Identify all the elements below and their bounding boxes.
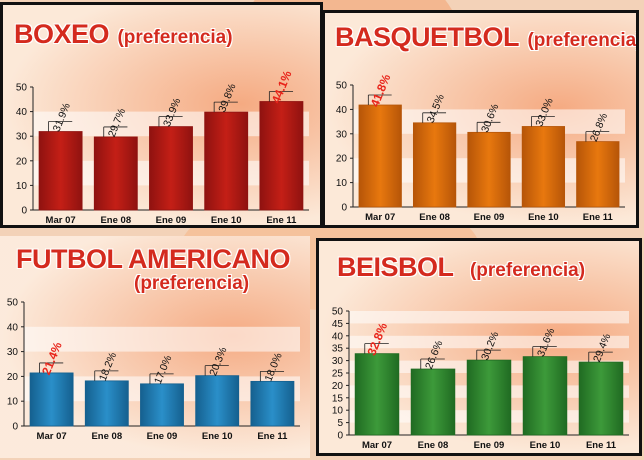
futbol-title-row: FUTBOL AMERICANO (preferencia): [16, 244, 290, 295]
y-tick-label: 0: [337, 431, 343, 442]
x-tick-label: Mar 07: [46, 215, 76, 226]
bar-ene-08: [412, 122, 457, 208]
bar-mar-07: [354, 353, 400, 436]
bar-ene-10: [521, 126, 566, 208]
y-tick-label: 10: [7, 397, 19, 408]
bar-ene-10: [522, 356, 568, 436]
y-tick-label: 0: [12, 422, 18, 433]
chart-title: BOXEO: [14, 19, 110, 49]
bar-ene-08: [410, 368, 456, 436]
bar-mar-07: [358, 104, 402, 208]
x-tick-label: Ene 08: [91, 431, 122, 442]
y-tick-label: 0: [21, 206, 27, 217]
bar-mar-07: [29, 372, 74, 427]
chart-title: BASQUETBOL: [335, 22, 520, 52]
chart-title: BEISBOL: [337, 252, 454, 282]
data-label: 39.8%: [216, 82, 238, 114]
y-tick-label: 50: [7, 298, 19, 309]
bar-ene-11: [578, 361, 624, 436]
basquetbol-panel: BASQUETBOL (preferencia) 0 10 20 30 40 50 41.8…: [322, 10, 639, 228]
chart-subtitle: (preferencia): [117, 27, 233, 48]
beisbol-panel: BEISBOL (preferencia) 0 5 10 15 20 25 30 35 40 45…: [316, 238, 642, 456]
y-tick-label: 40: [336, 105, 348, 116]
y-tick-label: 5: [337, 418, 343, 429]
x-tick-label: Ene 09: [474, 212, 505, 223]
chart-subtitle: (preferencia): [527, 30, 639, 51]
beisbol-title-row: BEISBOL (preferencia): [337, 252, 585, 283]
y-tick-label: 0: [341, 203, 347, 214]
y-tick-label: 20: [332, 381, 344, 392]
chart-subtitle: (preferencia): [469, 260, 586, 281]
bar-ene-11: [250, 380, 295, 427]
y-tick-label: 10: [16, 181, 28, 192]
y-tick-label: 30: [7, 347, 19, 358]
y-tick-label: 40: [16, 107, 28, 118]
y-tick-label: 30: [16, 132, 28, 143]
y-tick-label: 10: [332, 406, 344, 417]
bar-ene-09: [466, 359, 512, 436]
bar-ene-09: [467, 131, 511, 208]
bar-ene-09: [140, 383, 184, 427]
y-tick-label: 30: [332, 356, 344, 367]
boxeo-title-row: BOXEO (preferencia): [14, 19, 233, 50]
y-tick-label: 20: [7, 372, 19, 383]
x-tick-label: Ene 10: [530, 440, 561, 451]
x-tick-label: Ene 08: [100, 215, 131, 226]
y-tick-label: 50: [16, 83, 28, 94]
y-tick-label: 40: [7, 322, 19, 333]
bar-ene-10: [204, 111, 249, 211]
grid-band: [349, 335, 629, 349]
y-tick-label: 50: [336, 81, 348, 92]
bar-mar-07: [38, 131, 83, 211]
y-tick-label: 25: [332, 369, 344, 380]
y-tick-label: 15: [332, 393, 344, 404]
x-tick-label: Ene 09: [147, 431, 178, 442]
basquetbol-title-row: BASQUETBOL (preferencia): [335, 22, 639, 53]
y-tick-label: 45: [332, 319, 344, 330]
x-tick-label: Ene 11: [257, 431, 288, 442]
x-tick-label: Ene 09: [156, 215, 187, 226]
bar-ene-08: [84, 380, 129, 427]
bar-ene-09: [149, 126, 193, 211]
bar-ene-11: [576, 141, 620, 208]
grid-band: [349, 311, 629, 324]
bar-ene-08: [93, 136, 138, 211]
y-tick-label: 20: [336, 154, 348, 165]
x-tick-label: Ene 09: [474, 440, 505, 451]
x-tick-label: Ene 11: [583, 212, 614, 223]
x-tick-label: Ene 10: [202, 431, 233, 442]
x-tick-label: Ene 11: [586, 440, 617, 451]
x-tick-label: Ene 08: [419, 212, 450, 223]
grid-band: [24, 326, 300, 352]
boxeo-panel: BOXEO (preferencia) 0 10 20 30 40 50 31.9% Mar …: [0, 2, 323, 228]
y-tick-label: 50: [332, 307, 344, 318]
bar-ene-11: [259, 101, 304, 211]
x-tick-label: Mar 07: [362, 440, 392, 451]
chart-title: FUTBOL AMERICANO: [16, 244, 290, 274]
bar-ene-10: [195, 375, 240, 427]
y-tick-label: 30: [336, 129, 348, 140]
y-tick-label: 20: [16, 156, 28, 167]
x-tick-label: Ene 11: [266, 215, 297, 226]
data-label: 41.8%: [368, 72, 394, 109]
x-tick-label: Mar 07: [365, 212, 395, 223]
x-tick-label: Ene 10: [528, 212, 559, 223]
x-tick-label: Mar 07: [37, 431, 67, 442]
y-tick-label: 10: [336, 178, 348, 189]
futbol-americano-panel: FUTBOL AMERICANO (preferencia) 0 10 20 30 40…: [0, 236, 310, 458]
x-tick-label: Ene 10: [211, 215, 242, 226]
chart-subtitle: (preferencia): [134, 273, 250, 294]
y-tick-label: 35: [332, 344, 344, 355]
data-label: 44.1%: [269, 68, 295, 105]
x-tick-label: Ene 08: [418, 440, 449, 451]
y-tick-label: 40: [332, 331, 344, 342]
